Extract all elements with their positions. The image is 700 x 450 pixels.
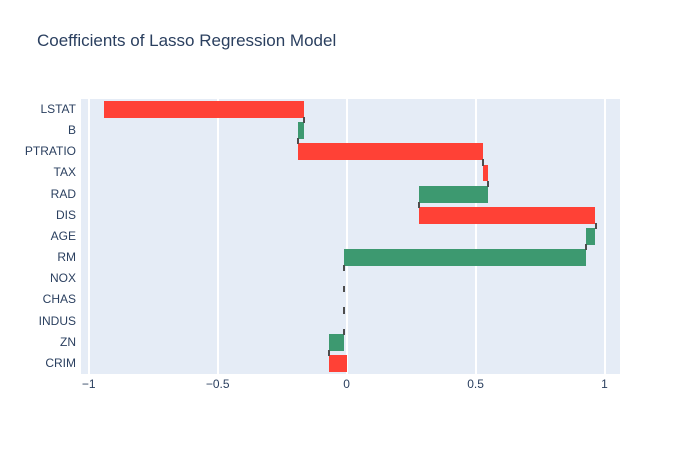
bar-rm[interactable] <box>344 249 587 267</box>
bar-crim[interactable] <box>328 354 347 372</box>
waterfall-connector <box>487 180 490 187</box>
waterfall-connector <box>343 265 346 272</box>
gridline <box>87 99 90 374</box>
y-tick-label-rm: RM <box>57 250 76 265</box>
x-tick-label: 0.5 <box>467 377 484 391</box>
bar-age[interactable] <box>586 228 596 245</box>
bar-rad[interactable] <box>418 185 489 203</box>
y-tick-label-lstat: LSTAT <box>40 102 76 116</box>
waterfall-connector <box>594 222 597 230</box>
bar-zn[interactable] <box>328 333 345 351</box>
y-tick-label-chas: CHAS <box>42 292 76 307</box>
x-tick-label: 0 <box>343 377 350 391</box>
bar-lstat[interactable] <box>104 101 305 119</box>
y-tick-label-dis: DIS <box>55 207 76 222</box>
gridline <box>345 99 348 374</box>
x-tick-label: 1 <box>601 377 608 391</box>
waterfall-connector <box>417 201 420 208</box>
y-tick-label-ptratio: PTRATIO <box>24 144 76 159</box>
gridline <box>603 99 606 374</box>
y-tick-label-crim: CRIM <box>45 355 76 370</box>
bar-tax[interactable] <box>483 164 489 182</box>
waterfall-connector <box>303 117 306 124</box>
y-tick-label-tax: TAX <box>53 165 76 180</box>
y-tick-label-zn: ZN <box>60 334 76 349</box>
x-tick-label: −1 <box>81 377 96 391</box>
x-tick-label: −0.5 <box>205 377 230 391</box>
y-tick-label-indus: INDUS <box>38 313 76 328</box>
waterfall-connector <box>343 307 346 314</box>
waterfall-connector <box>343 328 346 335</box>
waterfall-connector <box>296 138 299 145</box>
y-tick-label-nox: NOX <box>49 271 76 286</box>
bar-ptratio[interactable] <box>297 143 484 161</box>
waterfall-connector <box>327 349 330 356</box>
bar-b[interactable] <box>297 122 305 140</box>
plot-area[interactable] <box>81 99 620 374</box>
waterfall-connector <box>585 243 588 251</box>
gridline <box>474 99 477 374</box>
y-tick-label-age: AGE <box>50 228 76 243</box>
y-tick-label-rad: RAD <box>50 186 76 201</box>
gridline <box>216 99 219 374</box>
bar-dis[interactable] <box>418 206 596 224</box>
waterfall-connector <box>482 159 485 166</box>
y-tick-label-b: B <box>67 123 76 138</box>
waterfall-connector <box>343 286 346 293</box>
chart-title: Coefficients of Lasso Regression Model <box>37 31 337 50</box>
